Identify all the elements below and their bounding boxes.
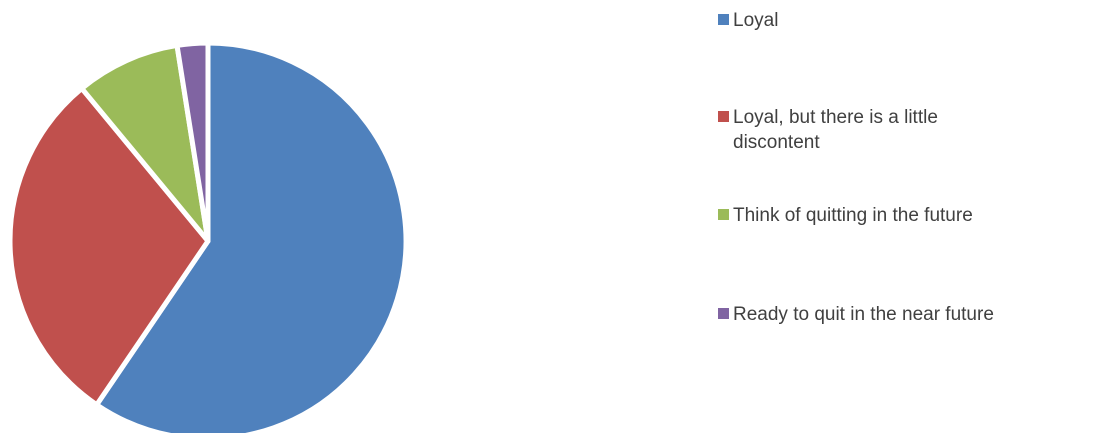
legend-swatch-ready-quit <box>718 308 729 319</box>
pie-slice-loyal <box>94 40 409 433</box>
legend-label-loyal-discontent: Loyal, but there is a little discontent <box>733 107 938 153</box>
pie-slice-loyal-discontent <box>7 85 211 408</box>
pie-plot <box>7 40 409 433</box>
legend-label-ready-quit: Ready to quit in the near future <box>733 304 994 325</box>
pie-slice-think-quitting <box>79 42 211 244</box>
legend-swatch-think-quitting <box>718 209 729 220</box>
legend-item-ready-quit: Ready to quit in the near future <box>718 302 1078 327</box>
legend-item-loyal-discontent: Loyal, but there is a little discontent <box>718 105 1018 155</box>
chart-legend: Loyal Loyal, but there is a little disco… <box>718 0 1078 433</box>
pie-slice-ready-quit <box>174 40 211 244</box>
legend-item-loyal: Loyal <box>718 8 1058 33</box>
legend-swatch-loyal <box>718 14 729 25</box>
legend-item-think-quitting: Think of quitting in the future <box>718 203 1058 228</box>
legend-swatch-loyal-discontent <box>718 111 729 122</box>
legend-label-loyal: Loyal <box>733 10 779 31</box>
legend-label-think-quitting: Think of quitting in the future <box>733 205 973 226</box>
